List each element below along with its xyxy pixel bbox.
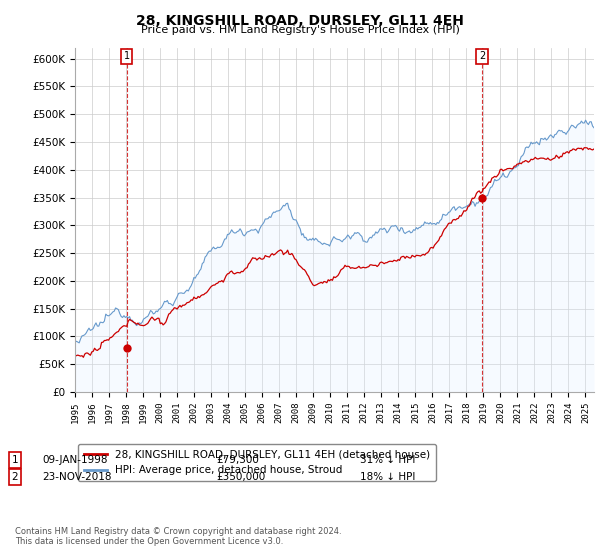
- Text: 1: 1: [124, 51, 130, 61]
- Text: Contains HM Land Registry data © Crown copyright and database right 2024.
This d: Contains HM Land Registry data © Crown c…: [15, 526, 341, 546]
- Text: 23-NOV-2018: 23-NOV-2018: [42, 472, 112, 482]
- Text: 1: 1: [11, 455, 19, 465]
- Text: £79,300: £79,300: [216, 455, 259, 465]
- Text: Price paid vs. HM Land Registry's House Price Index (HPI): Price paid vs. HM Land Registry's House …: [140, 25, 460, 35]
- Text: 31% ↓ HPI: 31% ↓ HPI: [360, 455, 415, 465]
- Text: 2: 2: [479, 51, 485, 61]
- Text: 2: 2: [11, 472, 19, 482]
- Legend: 28, KINGSHILL ROAD, DURSLEY, GL11 4EH (detached house), HPI: Average price, deta: 28, KINGSHILL ROAD, DURSLEY, GL11 4EH (d…: [77, 444, 436, 482]
- Text: £350,000: £350,000: [216, 472, 265, 482]
- Text: 18% ↓ HPI: 18% ↓ HPI: [360, 472, 415, 482]
- Text: 28, KINGSHILL ROAD, DURSLEY, GL11 4EH: 28, KINGSHILL ROAD, DURSLEY, GL11 4EH: [136, 14, 464, 28]
- Text: 09-JAN-1998: 09-JAN-1998: [42, 455, 107, 465]
